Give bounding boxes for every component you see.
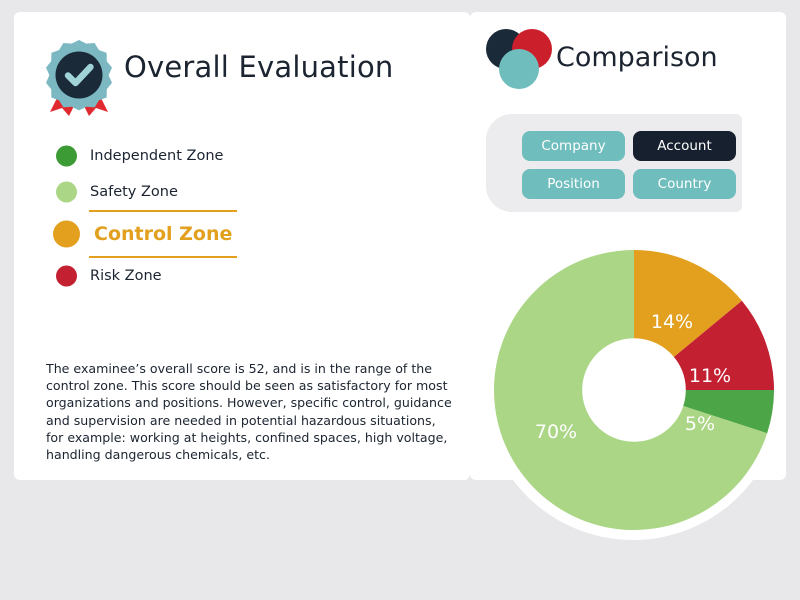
legend-label-control-zone: Control Zone xyxy=(94,223,233,245)
comparison-title: Comparison xyxy=(556,42,718,73)
donut-slice-label: 5% xyxy=(684,413,716,435)
legend-item-control-zone[interactable]: Control Zone xyxy=(53,210,356,258)
donut-slice-label: 11% xyxy=(688,365,732,387)
tab-position[interactable]: Position xyxy=(522,169,625,199)
three-circles-venn-icon xyxy=(486,29,552,89)
evaluation-summary-text: The examinee’s overall score is 52, and … xyxy=(46,361,452,463)
tab-company[interactable]: Company xyxy=(522,131,625,161)
tab-country[interactable]: Country xyxy=(633,169,736,199)
legend-item-risk-zone[interactable]: Risk Zone xyxy=(56,258,356,294)
comparison-tab-panel: Company Account Position Country xyxy=(486,114,742,212)
legend-label-independent-zone: Independent Zone xyxy=(90,148,224,164)
legend-label-risk-zone: Risk Zone xyxy=(90,268,162,284)
zone-legend: Independent Zone Safety Zone Control Zon… xyxy=(53,138,356,294)
divider-above-control-zone xyxy=(89,210,237,212)
legend-label-safety-zone: Safety Zone xyxy=(90,184,178,200)
legend-dot-control-zone xyxy=(53,220,80,248)
comparison-tab-group: Company Account Position Country xyxy=(522,131,736,199)
donut-slices xyxy=(494,250,774,530)
comparison-donut-chart: 14% 11% 5% 70% xyxy=(494,250,774,530)
legend-dot-safety-zone xyxy=(56,181,77,203)
donut-slice[interactable] xyxy=(634,250,742,357)
legend-dot-risk-zone xyxy=(56,265,77,287)
donut-slice[interactable] xyxy=(494,250,768,530)
donut-slice-label: 14% xyxy=(650,311,694,333)
page-title: Overall Evaluation xyxy=(124,50,394,84)
tab-account[interactable]: Account xyxy=(633,131,736,161)
legend-dot-independent-zone xyxy=(56,145,77,167)
legend-item-safety-zone[interactable]: Safety Zone xyxy=(56,174,356,210)
award-badge-icon xyxy=(46,40,112,116)
legend-item-independent-zone[interactable]: Independent Zone xyxy=(56,138,356,174)
overall-evaluation-card: Overall Evaluation Independent Zone Safe… xyxy=(14,12,470,480)
donut-slice-label: 70% xyxy=(534,421,578,443)
divider-below-control-zone xyxy=(89,256,237,258)
donut-slice[interactable] xyxy=(673,300,774,390)
donut-slice[interactable] xyxy=(683,390,774,434)
